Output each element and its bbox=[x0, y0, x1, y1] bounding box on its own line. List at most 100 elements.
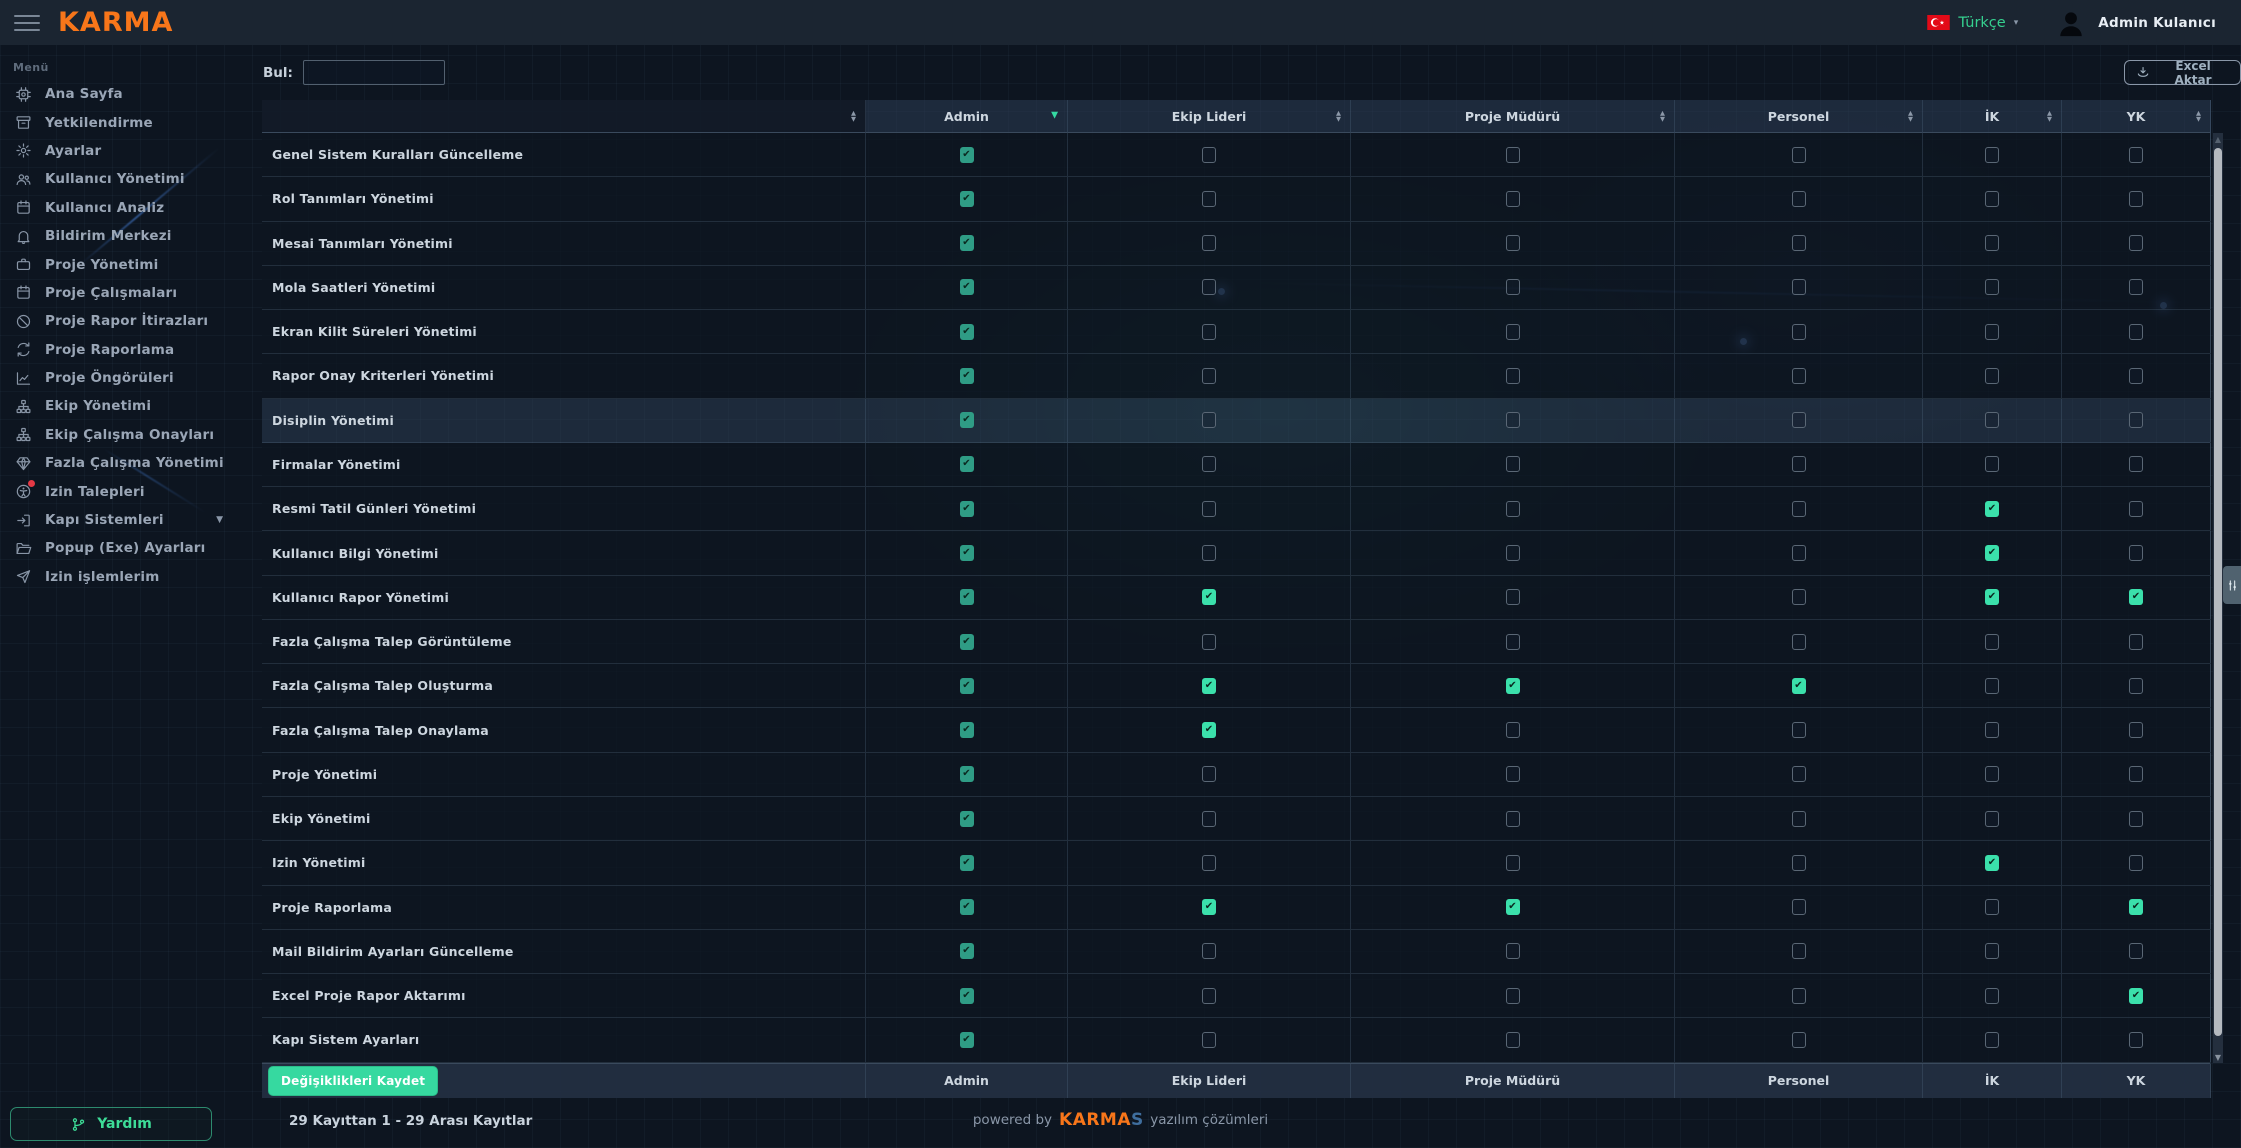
checkbox-ekip-lideri[interactable] bbox=[1202, 279, 1216, 296]
sidebar-item-yetkilendirme[interactable]: Yetkilendirme bbox=[0, 108, 255, 136]
checkbox-proje-m-d-r[interactable] bbox=[1505, 146, 1520, 163]
checkbox-ekip-lideri[interactable] bbox=[1202, 456, 1216, 473]
checkbox-admin[interactable] bbox=[959, 412, 974, 429]
checkbox-yk[interactable] bbox=[2129, 235, 2143, 252]
checkbox-admin[interactable] bbox=[959, 190, 974, 207]
sidebar-item-proje-raporlama[interactable]: Proje Raporlama bbox=[0, 336, 255, 364]
checkbox-proje-m-d-r[interactable] bbox=[1505, 899, 1520, 916]
checkbox-proje-m-d-r[interactable] bbox=[1505, 766, 1520, 783]
checkbox-i-k[interactable] bbox=[1985, 146, 1999, 163]
checkbox-i-k[interactable] bbox=[1985, 633, 1999, 650]
checkbox-personel[interactable] bbox=[1791, 190, 1806, 207]
sidebar-item-kullan-c-analiz[interactable]: Kullanıcı Analiz bbox=[0, 194, 255, 222]
column-header-name[interactable]: ▲ ▼ bbox=[262, 100, 866, 133]
checkbox-personel[interactable] bbox=[1791, 235, 1806, 252]
sidebar-item-proje-ng-r-leri[interactable]: Proje Öngörüleri bbox=[0, 364, 255, 392]
checkbox-ekip-lideri[interactable] bbox=[1202, 235, 1216, 252]
checkbox-i-k[interactable] bbox=[1985, 899, 1999, 916]
checkbox-yk[interactable] bbox=[2129, 146, 2143, 163]
checkbox-i-k[interactable] bbox=[1985, 943, 1999, 960]
checkbox-personel[interactable] bbox=[1791, 854, 1806, 871]
checkbox-proje-m-d-r[interactable] bbox=[1505, 500, 1520, 517]
search-input[interactable] bbox=[302, 60, 445, 85]
checkbox-i-k[interactable] bbox=[1985, 545, 1999, 562]
checkbox-personel[interactable] bbox=[1791, 1031, 1806, 1048]
checkbox-proje-m-d-r[interactable] bbox=[1505, 367, 1520, 384]
checkbox-proje-m-d-r[interactable] bbox=[1505, 456, 1520, 473]
checkbox-ekip-lideri[interactable] bbox=[1202, 677, 1216, 694]
checkbox-personel[interactable] bbox=[1791, 412, 1806, 429]
checkbox-personel[interactable] bbox=[1791, 545, 1806, 562]
checkbox-i-k[interactable] bbox=[1985, 190, 1999, 207]
sidebar-item-fazla-al-ma-y-netimi[interactable]: Fazla Çalışma Yönetimi bbox=[0, 449, 255, 477]
column-header-i-k[interactable]: İK ▲ ▼ bbox=[1923, 100, 2062, 133]
checkbox-admin[interactable] bbox=[959, 279, 974, 296]
checkbox-personel[interactable] bbox=[1791, 456, 1806, 473]
checkbox-i-k[interactable] bbox=[1985, 279, 1999, 296]
checkbox-admin[interactable] bbox=[959, 943, 974, 960]
checkbox-yk[interactable] bbox=[2129, 367, 2143, 384]
checkbox-admin[interactable] bbox=[959, 367, 974, 384]
checkbox-ekip-lideri[interactable] bbox=[1202, 146, 1216, 163]
checkbox-i-k[interactable] bbox=[1985, 722, 1999, 739]
checkbox-proje-m-d-r[interactable] bbox=[1505, 633, 1520, 650]
checkbox-admin[interactable] bbox=[959, 854, 974, 871]
scrollbar-thumb[interactable] bbox=[2214, 148, 2222, 1036]
checkbox-personel[interactable] bbox=[1791, 279, 1806, 296]
checkbox-ekip-lideri[interactable] bbox=[1202, 323, 1216, 340]
sidebar-item-proje-rapor-i-tirazlar[interactable]: Proje Rapor İtirazları bbox=[0, 307, 255, 335]
help-button[interactable]: Yardım bbox=[10, 1107, 212, 1141]
scroll-up-arrow-icon[interactable]: ▲ bbox=[2214, 135, 2222, 144]
checkbox-personel[interactable] bbox=[1791, 633, 1806, 650]
checkbox-i-k[interactable] bbox=[1985, 1031, 1999, 1048]
checkbox-proje-m-d-r[interactable] bbox=[1505, 190, 1520, 207]
checkbox-i-k[interactable] bbox=[1985, 589, 1999, 606]
checkbox-ekip-lideri[interactable] bbox=[1202, 899, 1216, 916]
checkbox-ekip-lideri[interactable] bbox=[1202, 545, 1216, 562]
checkbox-ekip-lideri[interactable] bbox=[1202, 810, 1216, 827]
checkbox-personel[interactable] bbox=[1791, 323, 1806, 340]
column-header-proje-m-d-r[interactable]: Proje Müdürü ▲ ▼ bbox=[1351, 100, 1675, 133]
checkbox-ekip-lideri[interactable] bbox=[1202, 412, 1216, 429]
checkbox-i-k[interactable] bbox=[1985, 323, 1999, 340]
sidebar-item-proje-y-netimi[interactable]: Proje Yönetimi bbox=[0, 250, 255, 278]
sidebar-item-kullan-c-y-netimi[interactable]: Kullanıcı Yönetimi bbox=[0, 165, 255, 193]
checkbox-yk[interactable] bbox=[2129, 1031, 2143, 1048]
checkbox-yk[interactable] bbox=[2129, 987, 2143, 1004]
checkbox-yk[interactable] bbox=[2129, 854, 2143, 871]
checkbox-admin[interactable] bbox=[959, 633, 974, 650]
checkbox-proje-m-d-r[interactable] bbox=[1505, 943, 1520, 960]
checkbox-i-k[interactable] bbox=[1985, 456, 1999, 473]
checkbox-i-k[interactable] bbox=[1985, 367, 1999, 384]
checkbox-yk[interactable] bbox=[2129, 190, 2143, 207]
checkbox-i-k[interactable] bbox=[1985, 854, 1999, 871]
checkbox-ekip-lideri[interactable] bbox=[1202, 987, 1216, 1004]
checkbox-personel[interactable] bbox=[1791, 899, 1806, 916]
sidebar-item-popup-exe-ayarlar[interactable]: Popup (Exe) Ayarları bbox=[0, 534, 255, 562]
checkbox-proje-m-d-r[interactable] bbox=[1505, 412, 1520, 429]
language-selector[interactable]: Türkçe ▾ bbox=[1927, 15, 2018, 31]
checkbox-admin[interactable] bbox=[959, 677, 974, 694]
checkbox-admin[interactable] bbox=[959, 899, 974, 916]
checkbox-admin[interactable] bbox=[959, 545, 974, 562]
checkbox-ekip-lideri[interactable] bbox=[1202, 766, 1216, 783]
checkbox-proje-m-d-r[interactable] bbox=[1505, 854, 1520, 871]
sidebar-item-proje-al-malar[interactable]: Proje Çalışmaları bbox=[0, 279, 255, 307]
checkbox-personel[interactable] bbox=[1791, 722, 1806, 739]
checkbox-i-k[interactable] bbox=[1985, 500, 1999, 517]
excel-export-button[interactable]: Excel Aktar bbox=[2124, 59, 2241, 87]
checkbox-admin[interactable] bbox=[959, 766, 974, 783]
checkbox-i-k[interactable] bbox=[1985, 766, 1999, 783]
checkbox-i-k[interactable] bbox=[1985, 810, 1999, 827]
checkbox-admin[interactable] bbox=[959, 500, 974, 517]
sidebar-item-ayarlar[interactable]: Ayarlar bbox=[0, 137, 255, 165]
checkbox-ekip-lideri[interactable] bbox=[1202, 589, 1216, 606]
scroll-down-arrow-icon[interactable]: ▼ bbox=[2214, 1053, 2222, 1062]
checkbox-admin[interactable] bbox=[959, 810, 974, 827]
settings-slide-tab[interactable] bbox=[2223, 566, 2241, 604]
checkbox-yk[interactable] bbox=[2129, 766, 2143, 783]
checkbox-proje-m-d-r[interactable] bbox=[1505, 722, 1520, 739]
sidebar-item-ekip-y-netimi[interactable]: Ekip Yönetimi bbox=[0, 392, 255, 420]
hamburger-menu-icon[interactable] bbox=[14, 14, 40, 31]
sidebar-item-bildirim-merkezi[interactable]: Bildirim Merkezi bbox=[0, 222, 255, 250]
